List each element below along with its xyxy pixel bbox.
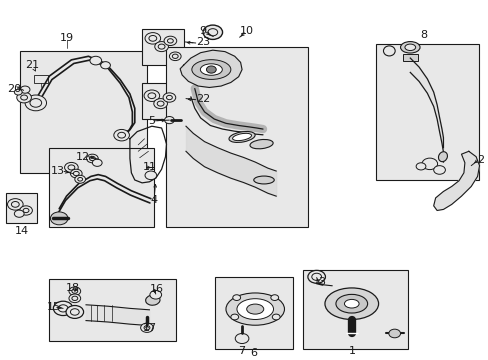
Circle shape: [17, 92, 31, 103]
Ellipse shape: [438, 152, 447, 162]
Circle shape: [69, 294, 81, 303]
Circle shape: [163, 36, 176, 45]
Circle shape: [150, 291, 161, 299]
Ellipse shape: [400, 41, 419, 53]
Bar: [166, 47, 307, 226]
Ellipse shape: [228, 131, 255, 143]
Bar: [402, 54, 417, 61]
Text: 4: 4: [150, 195, 158, 205]
Bar: [49, 148, 154, 226]
Circle shape: [145, 171, 157, 180]
Circle shape: [164, 117, 174, 124]
Circle shape: [235, 333, 248, 343]
Text: 2: 2: [476, 155, 484, 165]
Text: 6: 6: [249, 348, 256, 358]
Ellipse shape: [225, 293, 284, 325]
Ellipse shape: [325, 288, 378, 319]
Circle shape: [144, 90, 159, 102]
Text: 10: 10: [240, 26, 253, 36]
Polygon shape: [180, 50, 242, 87]
Circle shape: [7, 199, 23, 210]
Ellipse shape: [145, 295, 160, 305]
Circle shape: [101, 62, 110, 69]
Circle shape: [307, 270, 325, 283]
Circle shape: [92, 159, 102, 166]
Text: 1: 1: [348, 346, 356, 356]
Text: 22: 22: [196, 94, 210, 104]
Bar: [303, 270, 407, 348]
Text: 13: 13: [51, 166, 65, 176]
Circle shape: [20, 86, 30, 93]
Ellipse shape: [200, 64, 222, 75]
Text: 21: 21: [25, 60, 40, 70]
Circle shape: [169, 52, 181, 60]
Bar: [215, 277, 293, 348]
Circle shape: [163, 93, 175, 102]
Circle shape: [421, 158, 437, 170]
Circle shape: [433, 166, 445, 174]
Ellipse shape: [191, 60, 230, 80]
Ellipse shape: [246, 304, 263, 314]
Circle shape: [66, 306, 83, 318]
Text: 17: 17: [142, 323, 156, 333]
Circle shape: [272, 314, 280, 320]
Ellipse shape: [237, 299, 273, 319]
Text: 11: 11: [142, 162, 156, 172]
Ellipse shape: [253, 176, 274, 184]
Circle shape: [70, 169, 82, 178]
Circle shape: [53, 301, 73, 316]
Bar: [5, 193, 37, 223]
Circle shape: [14, 210, 24, 217]
Circle shape: [141, 323, 153, 332]
Text: 16: 16: [149, 284, 163, 294]
Circle shape: [90, 56, 102, 65]
Circle shape: [388, 329, 400, 338]
Bar: [49, 279, 176, 341]
Ellipse shape: [344, 300, 358, 308]
Text: 8: 8: [420, 30, 427, 40]
Text: 9: 9: [199, 26, 206, 36]
Circle shape: [50, 212, 68, 225]
Circle shape: [114, 130, 129, 141]
Text: 14: 14: [15, 226, 29, 236]
Circle shape: [270, 295, 278, 301]
Circle shape: [14, 89, 22, 95]
Polygon shape: [433, 151, 479, 211]
Text: 12: 12: [76, 152, 89, 162]
Bar: [142, 83, 183, 119]
Circle shape: [203, 25, 222, 40]
Circle shape: [69, 287, 81, 296]
Text: 19: 19: [60, 33, 73, 43]
Circle shape: [232, 295, 240, 301]
Circle shape: [206, 66, 216, 73]
Circle shape: [64, 162, 78, 172]
Circle shape: [25, 95, 46, 111]
Text: 23: 23: [196, 37, 210, 47]
Text: 5: 5: [148, 116, 155, 126]
Text: 3: 3: [317, 277, 325, 287]
Ellipse shape: [404, 44, 415, 50]
Bar: [142, 30, 183, 65]
Circle shape: [75, 175, 85, 183]
Circle shape: [415, 163, 425, 170]
Ellipse shape: [249, 139, 273, 149]
Text: 20: 20: [7, 84, 21, 94]
Circle shape: [230, 314, 238, 320]
Bar: [34, 75, 47, 83]
Circle shape: [155, 41, 168, 51]
Circle shape: [86, 154, 98, 163]
Circle shape: [145, 33, 160, 44]
Bar: [20, 51, 147, 173]
Ellipse shape: [232, 133, 251, 141]
Text: 7: 7: [238, 346, 245, 356]
Text: 15: 15: [46, 302, 60, 312]
Bar: [375, 44, 478, 180]
Circle shape: [154, 99, 167, 109]
Ellipse shape: [335, 294, 367, 313]
Text: 18: 18: [66, 283, 80, 293]
Circle shape: [20, 206, 32, 215]
